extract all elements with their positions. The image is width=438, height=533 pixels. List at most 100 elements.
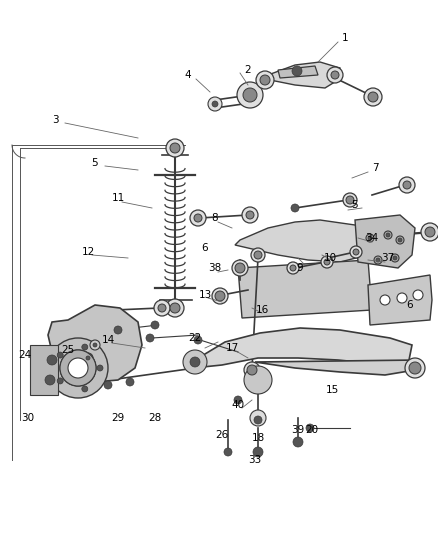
Circle shape [246, 211, 254, 219]
Circle shape [244, 366, 272, 394]
Circle shape [324, 259, 330, 265]
Text: 37: 37 [381, 253, 395, 263]
Text: 26: 26 [215, 430, 229, 440]
Text: 2: 2 [245, 65, 251, 75]
Text: 15: 15 [325, 385, 339, 395]
Text: 40: 40 [231, 400, 244, 410]
Text: 30: 30 [21, 413, 35, 423]
Circle shape [45, 375, 55, 385]
Circle shape [243, 88, 257, 102]
Polygon shape [235, 220, 370, 262]
Circle shape [60, 350, 96, 386]
Circle shape [396, 236, 404, 244]
Text: 33: 33 [248, 455, 261, 465]
Circle shape [183, 350, 207, 374]
Circle shape [194, 214, 202, 222]
Polygon shape [30, 345, 58, 395]
Polygon shape [278, 66, 318, 78]
Circle shape [194, 336, 202, 344]
Circle shape [212, 101, 218, 107]
Circle shape [83, 353, 93, 363]
Text: 10: 10 [323, 253, 336, 263]
Circle shape [346, 196, 354, 204]
Circle shape [260, 75, 270, 85]
Text: 5: 5 [352, 200, 358, 210]
Circle shape [350, 246, 362, 258]
Circle shape [208, 97, 222, 111]
Circle shape [292, 66, 302, 76]
Circle shape [104, 381, 112, 389]
Circle shape [232, 260, 248, 276]
Circle shape [403, 181, 411, 189]
Circle shape [409, 362, 421, 374]
Circle shape [82, 386, 88, 392]
Text: 1: 1 [342, 33, 348, 43]
Circle shape [48, 338, 108, 398]
Text: 20: 20 [305, 425, 318, 435]
Text: 12: 12 [81, 247, 95, 257]
Polygon shape [355, 215, 415, 268]
Circle shape [190, 210, 206, 226]
Text: 5: 5 [92, 158, 98, 168]
Circle shape [366, 234, 374, 242]
Text: 34: 34 [365, 233, 378, 243]
Text: 7: 7 [372, 163, 378, 173]
Circle shape [364, 88, 382, 106]
Circle shape [170, 143, 180, 153]
Polygon shape [368, 275, 432, 325]
Circle shape [93, 343, 97, 347]
Circle shape [368, 236, 372, 240]
Text: 24: 24 [18, 350, 32, 360]
Circle shape [97, 365, 103, 371]
Circle shape [380, 295, 390, 305]
Circle shape [399, 177, 415, 193]
Text: 11: 11 [111, 193, 125, 203]
Text: 38: 38 [208, 263, 222, 273]
Circle shape [215, 291, 225, 301]
Circle shape [413, 290, 423, 300]
Circle shape [234, 396, 242, 404]
Circle shape [386, 233, 390, 237]
Circle shape [235, 263, 245, 273]
Circle shape [291, 204, 299, 212]
Circle shape [290, 265, 296, 271]
Circle shape [151, 321, 159, 329]
Circle shape [114, 326, 122, 334]
Circle shape [237, 82, 263, 108]
Text: 39: 39 [291, 425, 304, 435]
Polygon shape [193, 328, 412, 368]
Circle shape [391, 254, 399, 262]
Circle shape [384, 231, 392, 239]
Circle shape [126, 378, 134, 386]
Circle shape [353, 249, 359, 255]
Text: 18: 18 [251, 433, 265, 443]
Circle shape [327, 67, 343, 83]
Circle shape [421, 223, 438, 241]
Text: 25: 25 [61, 345, 74, 355]
Circle shape [254, 416, 262, 424]
Circle shape [306, 424, 314, 432]
Text: 29: 29 [111, 413, 125, 423]
Text: 6: 6 [201, 243, 208, 253]
Circle shape [331, 71, 339, 79]
Circle shape [250, 410, 266, 426]
Circle shape [82, 344, 88, 350]
Text: 13: 13 [198, 290, 212, 300]
Text: 8: 8 [212, 213, 218, 223]
Circle shape [393, 256, 397, 260]
Circle shape [244, 362, 260, 378]
Circle shape [166, 299, 184, 317]
Circle shape [293, 437, 303, 447]
Circle shape [158, 304, 166, 312]
Circle shape [190, 357, 200, 367]
Text: 22: 22 [188, 333, 201, 343]
Circle shape [242, 207, 258, 223]
Circle shape [425, 227, 435, 237]
Circle shape [57, 378, 63, 384]
Circle shape [60, 350, 96, 386]
Circle shape [57, 352, 63, 358]
Circle shape [253, 447, 263, 457]
Text: 4: 4 [185, 70, 191, 80]
Polygon shape [255, 360, 418, 375]
Polygon shape [48, 305, 142, 382]
